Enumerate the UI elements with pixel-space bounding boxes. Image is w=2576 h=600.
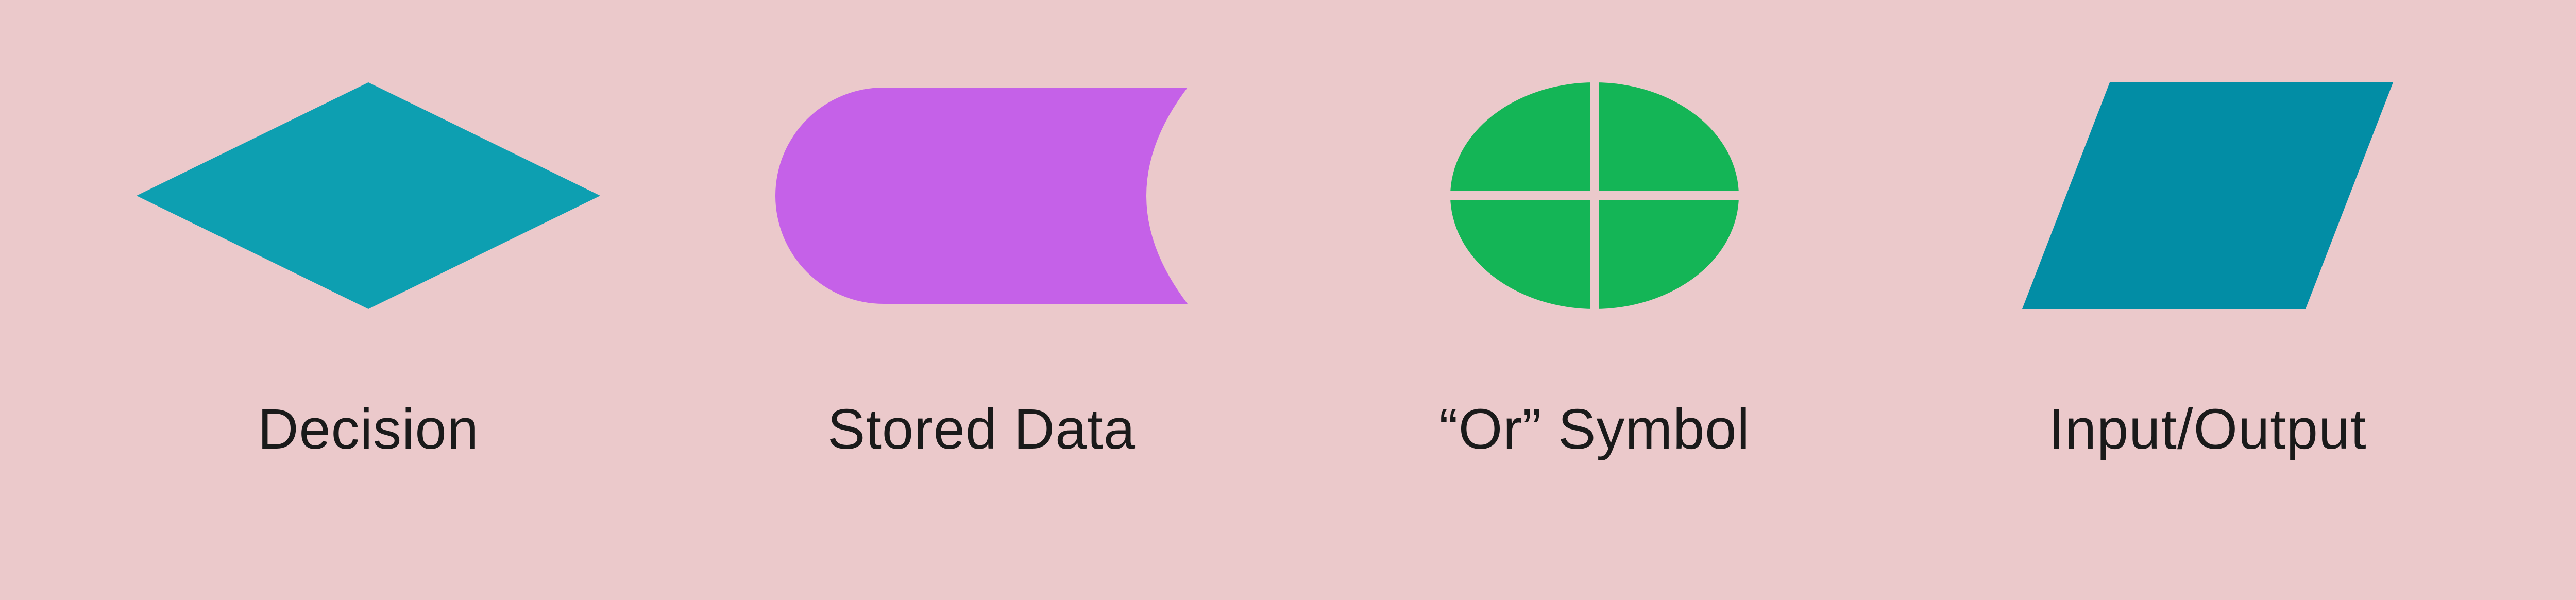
infographic-canvas: Decision Stored Data “Or” Symbol Input/O… — [0, 0, 2576, 600]
symbol-row: Decision Stored Data “Or” Symbol Input/O… — [0, 0, 2576, 600]
label-decision: Decision — [258, 397, 479, 462]
shape-stored-data — [675, 0, 1288, 391]
shape-decision — [62, 0, 675, 391]
shape-or-symbol — [1288, 0, 1901, 391]
or-symbol-icon — [1450, 82, 1739, 309]
diamond-icon — [137, 82, 600, 309]
label-input-output: Input/Output — [2048, 397, 2366, 462]
cell-or-symbol: “Or” Symbol — [1288, 0, 1901, 600]
cell-stored-data: Stored Data — [675, 0, 1288, 600]
cell-input-output: Input/Output — [1901, 0, 2514, 600]
parallelogram-icon — [2022, 82, 2393, 309]
label-stored-data: Stored Data — [827, 397, 1136, 462]
cell-decision: Decision — [62, 0, 675, 600]
stored-data-icon — [775, 88, 1188, 304]
shape-input-output — [1901, 0, 2514, 391]
label-or-symbol: “Or” Symbol — [1439, 397, 1750, 462]
